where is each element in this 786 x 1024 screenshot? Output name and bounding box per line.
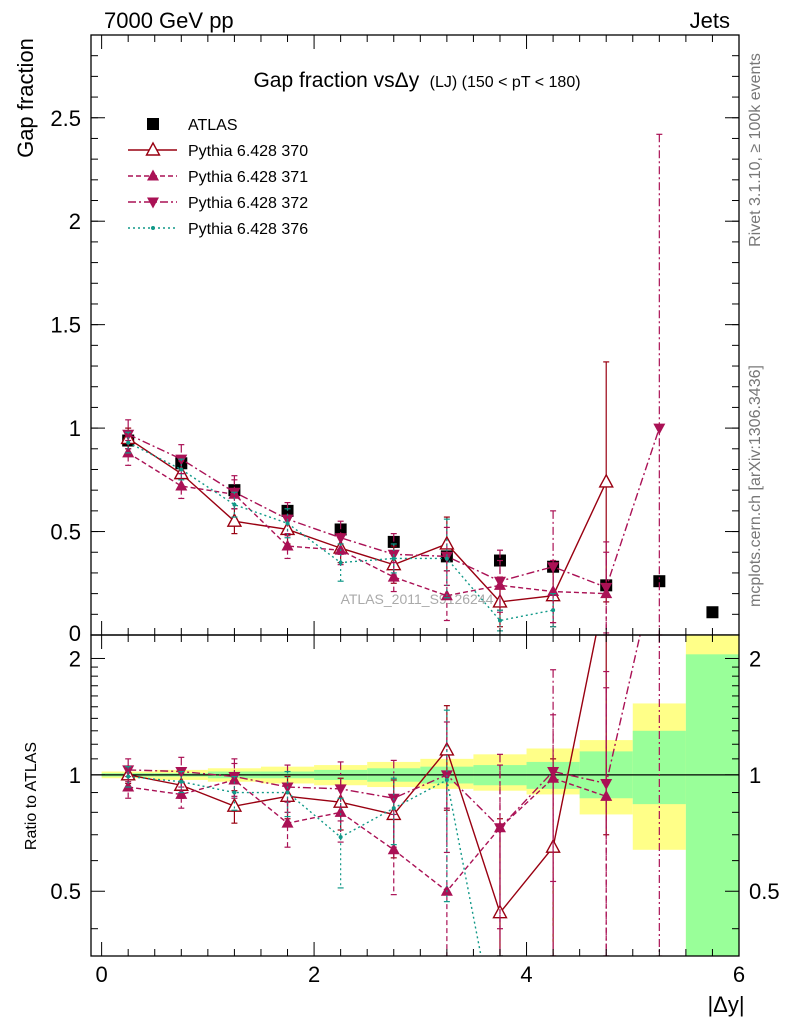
data-point — [547, 767, 560, 779]
legend-label: Pythia 6.428 370 — [188, 143, 308, 160]
header-left: 7000 GeV pp — [104, 8, 234, 33]
data-point — [653, 575, 666, 588]
data-point — [281, 816, 294, 828]
ratio-y-tick-label-right: 1 — [749, 763, 761, 788]
ratio-y-tick-label-right: 0.5 — [749, 879, 780, 904]
data-point — [600, 778, 613, 790]
ratio-y-tick-label: 1 — [69, 763, 81, 788]
main-y-tick-label: 0.5 — [50, 520, 81, 545]
data-point — [285, 521, 290, 526]
green-band — [685, 654, 739, 956]
legend-marker — [151, 226, 155, 230]
x-tick-label: 6 — [733, 962, 745, 987]
ratio-y-axis-label: Ratio to ATLAS — [23, 742, 40, 850]
legend-label: ATLAS — [188, 117, 238, 134]
data-point — [706, 606, 719, 619]
legend-marker — [145, 141, 161, 156]
data-point — [334, 533, 347, 545]
ratio-y-tick-label: 2 — [69, 646, 81, 671]
header-right: Jets — [690, 8, 730, 33]
chart-title-small: (LJ) (150 < pT < 180) — [430, 74, 581, 91]
mcplots-side-label: mcplots.cern.ch [arXiv:1306.3436] — [747, 365, 764, 607]
legend-label: Pythia 6.428 376 — [188, 221, 308, 238]
legend-marker — [147, 197, 159, 209]
series-4 — [125, 709, 503, 956]
legend-marker — [147, 118, 159, 130]
rivet-side-label: Rivet 3.1.10, ≥ 100k events — [747, 53, 764, 247]
series-4 — [125, 431, 557, 632]
data-point — [232, 502, 237, 507]
x-axis-label: |Δy| — [707, 992, 744, 1017]
main-y-zero-label: 0 — [69, 621, 81, 646]
data-point — [122, 765, 135, 777]
watermark: ATLAS_2011_S9126244 — [341, 591, 494, 607]
series-line-4 — [128, 775, 482, 956]
data-point — [391, 806, 396, 811]
data-point — [232, 790, 237, 795]
data-point — [387, 570, 400, 582]
legend-label: Pythia 6.428 371 — [188, 169, 308, 186]
series-line-1 — [128, 635, 597, 915]
data-point — [338, 835, 343, 840]
data-point — [493, 823, 506, 835]
data-point — [126, 774, 131, 779]
main-y-tick-label: 2 — [69, 209, 81, 234]
data-point — [226, 797, 243, 812]
data-point — [391, 556, 396, 561]
chart-title-main: Gap fraction vsΔy — [253, 69, 419, 92]
data-point — [126, 440, 131, 445]
data-point — [334, 784, 347, 796]
main-y-tick-label: 2.5 — [50, 106, 81, 131]
x-tick-label: 4 — [520, 962, 532, 987]
chart-title: Gap fraction vsΔy (LJ) (150 < pT < 180) — [253, 69, 580, 92]
main-y-axis-label: Gap fraction — [13, 38, 38, 158]
data-point — [387, 843, 400, 855]
data-point — [338, 560, 343, 565]
data-point — [179, 779, 184, 784]
data-point — [122, 446, 135, 458]
main-y-tick-label: 1.5 — [50, 313, 81, 338]
data-point — [179, 467, 184, 472]
ratio-y-tick-label: 0.5 — [50, 879, 81, 904]
legend-label: Pythia 6.428 372 — [188, 195, 308, 212]
data-point — [600, 582, 613, 594]
legend: ATLAS Pythia 6.428 370 Pythia 6.428 371 Pyt… — [128, 117, 308, 238]
uncertainty-bands — [101, 635, 739, 956]
data-point — [444, 556, 449, 561]
data-point — [281, 539, 294, 551]
data-point — [285, 790, 290, 795]
series-line-2 — [128, 777, 607, 893]
ratio-frame — [90, 634, 740, 957]
series-2 — [122, 687, 613, 956]
data-point — [598, 473, 614, 488]
x-tick-label: 2 — [308, 962, 320, 987]
legend-marker — [147, 169, 159, 181]
data-point — [122, 780, 135, 792]
data-point — [334, 523, 347, 536]
data-point — [547, 562, 560, 574]
data-point — [653, 423, 666, 435]
series-line-1 — [127, 437, 607, 603]
data-point — [175, 479, 188, 491]
data-point — [493, 576, 506, 588]
data-point — [387, 535, 400, 548]
data-point — [444, 777, 449, 782]
x-tick-label: 0 — [95, 962, 107, 987]
data-point — [497, 618, 502, 623]
series-line-2 — [127, 452, 607, 597]
data-point — [226, 512, 243, 527]
ratio-y-tick-label-right: 2 — [749, 646, 761, 671]
data-point — [175, 787, 188, 799]
main-y-tick-label: 1 — [69, 416, 81, 441]
ratio-panel: 0.5 0.5 1 1 2 2 0 2 4 6 — [50, 634, 780, 987]
series-1 — [120, 361, 614, 628]
main-panel: ATLAS_2011_S9126244 0.5 1 1.5 2 2.5 0 ATLAS Pyth… — [50, 34, 740, 646]
data-point — [281, 504, 294, 517]
data-point — [551, 608, 556, 613]
